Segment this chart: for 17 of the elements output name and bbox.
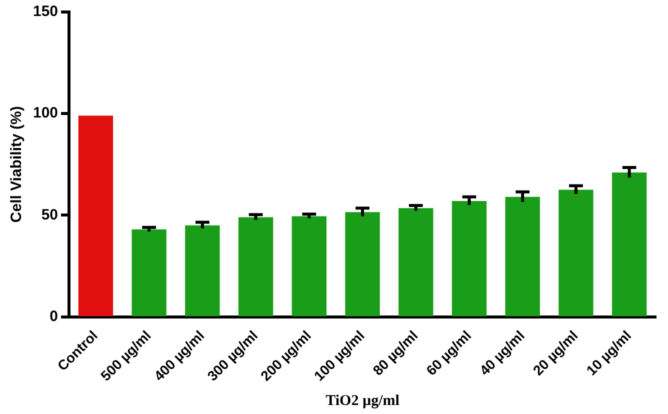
bar	[238, 217, 274, 316]
x-axis-title: TiO2 µg/ml	[326, 392, 400, 409]
bar	[185, 225, 220, 316]
bar	[558, 190, 594, 316]
bar	[505, 196, 540, 316]
y-tick-label: 50	[41, 206, 58, 224]
bar	[452, 200, 487, 316]
bar	[398, 208, 434, 316]
y-axis-title: Cell Viability (%)	[8, 106, 26, 223]
bar	[78, 116, 114, 316]
bar	[292, 216, 326, 316]
y-tick-label: 0	[50, 308, 58, 325]
bar	[345, 212, 380, 316]
y-tick-label: 150	[32, 3, 58, 20]
y-tick-label: 100	[32, 104, 58, 122]
bar	[612, 172, 647, 316]
bar	[132, 229, 166, 316]
